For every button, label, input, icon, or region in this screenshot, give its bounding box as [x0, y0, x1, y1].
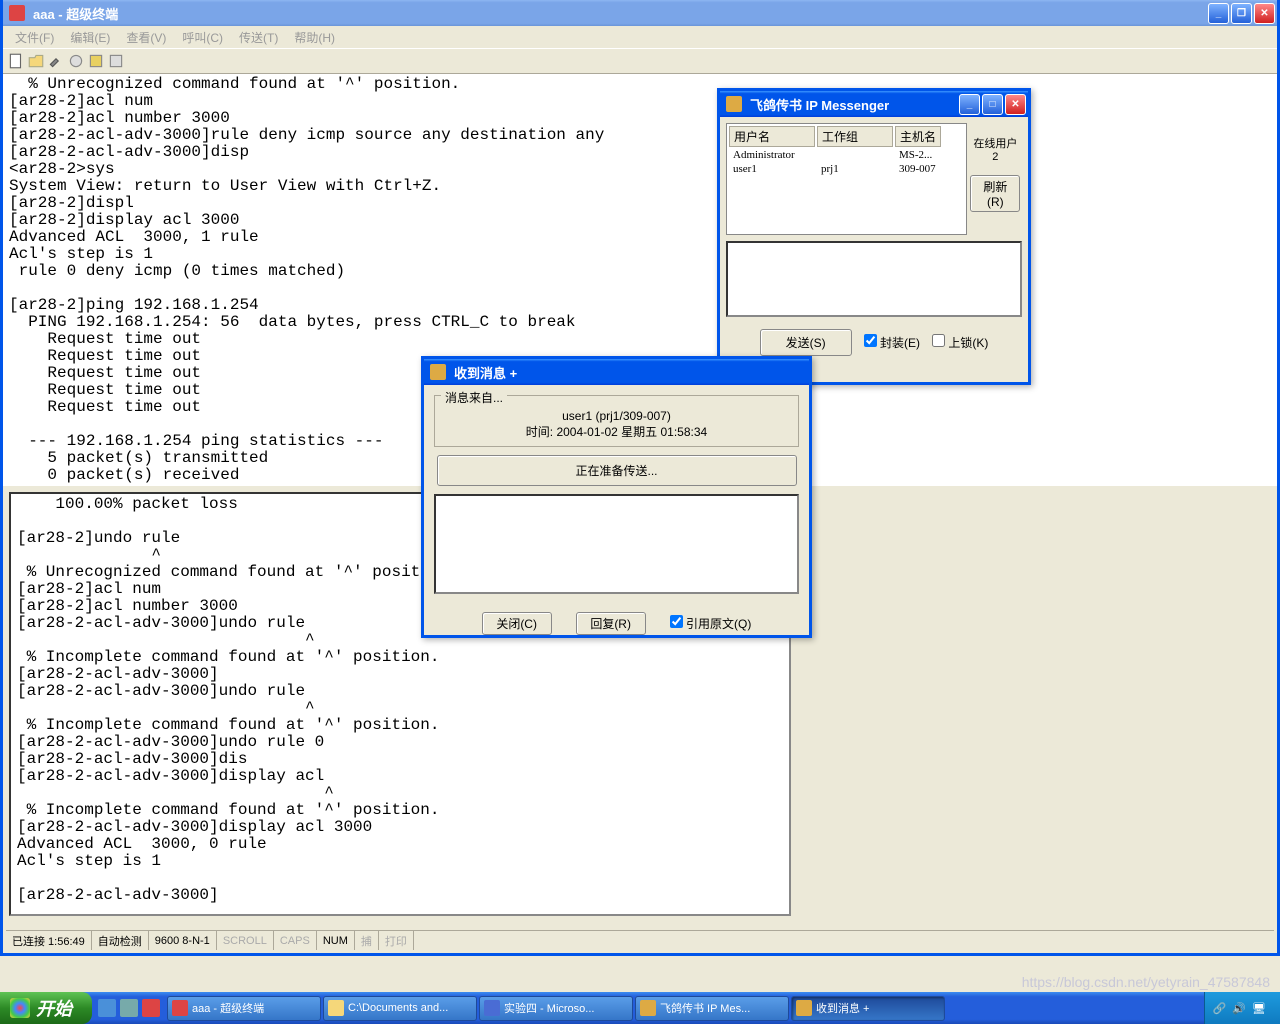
menu-edit[interactable]: 编辑(E)	[62, 27, 118, 48]
ipmessenger-window[interactable]: 飞鸽传书 IP Messenger _ □ ✕ 用户名 工作组 主机名 Admi…	[717, 88, 1031, 385]
table-row[interactable]: Administrator MS-2...	[729, 149, 941, 161]
message-from-fieldset: 消息来自... user1 (prj1/309-007) 时间: 2004-01…	[434, 395, 799, 447]
menu-view[interactable]: 查看(V)	[118, 27, 174, 48]
from-label: 消息来自...	[441, 389, 507, 406]
message-input[interactable]	[726, 241, 1022, 317]
recv-title: 收到消息 +	[450, 363, 807, 382]
received-message-window[interactable]: 收到消息 + 消息来自... user1 (prj1/309-007) 时间: …	[421, 356, 812, 638]
toolbar	[3, 48, 1277, 74]
statusbar: 已连接 1:56:49 自动检测 9600 8-N-1 SCROLL CAPS …	[6, 930, 1274, 950]
ql-app-icon[interactable]	[142, 999, 160, 1017]
watermark: https://blog.csdn.net/yetyrain_47587848	[1022, 974, 1270, 990]
system-tray[interactable]: 🔗🔊🖥	[1204, 992, 1280, 1024]
ipmsg-titlebar[interactable]: 飞鸽传书 IP Messenger _ □ ✕	[720, 91, 1028, 117]
col-username[interactable]: 用户名	[729, 126, 815, 147]
send-button[interactable]: 发送(S)	[760, 329, 852, 356]
lock-checkbox[interactable]: 上锁(K)	[932, 334, 988, 351]
close-button[interactable]: ✕	[1254, 3, 1275, 24]
close-msg-button[interactable]: 关闭(C)	[482, 612, 552, 635]
minimize-button[interactable]: _	[1208, 3, 1229, 24]
main-title: aaa - 超级终端	[29, 4, 1208, 23]
seal-checkbox[interactable]: 封装(E)	[864, 334, 920, 351]
refresh-button[interactable]: 刷新(R)	[970, 175, 1020, 212]
online-label: 在线用户	[970, 135, 1020, 151]
table-row[interactable]: user1 prj1 309-007	[729, 163, 941, 175]
recv-icon	[430, 364, 446, 380]
status-capture: 捕	[355, 931, 379, 950]
ipmsg-icon	[726, 96, 742, 112]
menu-help[interactable]: 帮助(H)	[286, 27, 343, 48]
send-icon[interactable]	[87, 52, 105, 70]
ipmsg-minimize-button[interactable]: _	[959, 94, 980, 115]
task-received-msg[interactable]: 收到消息 +	[791, 996, 945, 1021]
ipmsg-maximize-button[interactable]: □	[982, 94, 1003, 115]
status-caps: CAPS	[274, 931, 317, 950]
new-icon[interactable]	[7, 52, 25, 70]
transfer-button[interactable]: 正在准备传送...	[437, 455, 797, 486]
reply-button[interactable]: 回复(R)	[576, 612, 646, 635]
status-autodetect: 自动检测	[92, 931, 149, 950]
online-count: 2	[970, 151, 1020, 163]
status-print: 打印	[379, 931, 414, 950]
recv-titlebar[interactable]: 收到消息 +	[424, 359, 809, 385]
main-titlebar[interactable]: aaa - 超级终端 _ ❐ ✕	[3, 0, 1277, 26]
props-icon[interactable]	[107, 52, 125, 70]
disconnect-icon[interactable]	[67, 52, 85, 70]
ipmsg-close-button[interactable]: ✕	[1005, 94, 1026, 115]
windows-logo-icon	[10, 998, 30, 1018]
taskbar: 开始 aaa - 超级终端 C:\Documents and... 实验四 - …	[0, 992, 1280, 1024]
menu-call[interactable]: 呼叫(C)	[174, 27, 231, 48]
task-word[interactable]: 实验四 - Microso...	[479, 996, 633, 1021]
received-text-area[interactable]	[434, 494, 799, 594]
task-hyperterminal[interactable]: aaa - 超级终端	[167, 996, 321, 1021]
quote-checkbox[interactable]: 引用原文(Q)	[670, 615, 752, 632]
open-icon[interactable]	[27, 52, 45, 70]
connect-icon[interactable]	[47, 52, 65, 70]
status-num: NUM	[317, 931, 355, 950]
status-connected: 已连接 1:56:49	[6, 931, 92, 950]
desktop-icon[interactable]	[120, 999, 138, 1017]
sender-info: user1 (prj1/309-007)	[441, 409, 792, 423]
menu-transfer[interactable]: 传送(T)	[231, 27, 286, 48]
app-icon	[9, 5, 25, 21]
ie-icon[interactable]	[98, 999, 116, 1017]
menu-file[interactable]: 文件(F)	[7, 27, 62, 48]
start-button[interactable]: 开始	[0, 992, 92, 1024]
col-hostname[interactable]: 主机名	[895, 126, 941, 147]
task-ipmessenger[interactable]: 飞鸽传书 IP Mes...	[635, 996, 789, 1021]
col-workgroup[interactable]: 工作组	[817, 126, 893, 147]
status-serial: 9600 8-N-1	[149, 931, 217, 950]
maximize-button[interactable]: ❐	[1231, 3, 1252, 24]
quick-launch	[92, 999, 166, 1017]
user-list-table[interactable]: 用户名 工作组 主机名 Administrator MS-2... user1 …	[726, 123, 967, 235]
status-scroll: SCROLL	[217, 931, 274, 950]
message-time: 时间: 2004-01-02 星期五 01:58:34	[441, 423, 792, 440]
task-explorer[interactable]: C:\Documents and...	[323, 996, 477, 1021]
ipmsg-title: 飞鸽传书 IP Messenger	[746, 95, 959, 114]
menubar: 文件(F) 编辑(E) 查看(V) 呼叫(C) 传送(T) 帮助(H)	[3, 26, 1277, 48]
